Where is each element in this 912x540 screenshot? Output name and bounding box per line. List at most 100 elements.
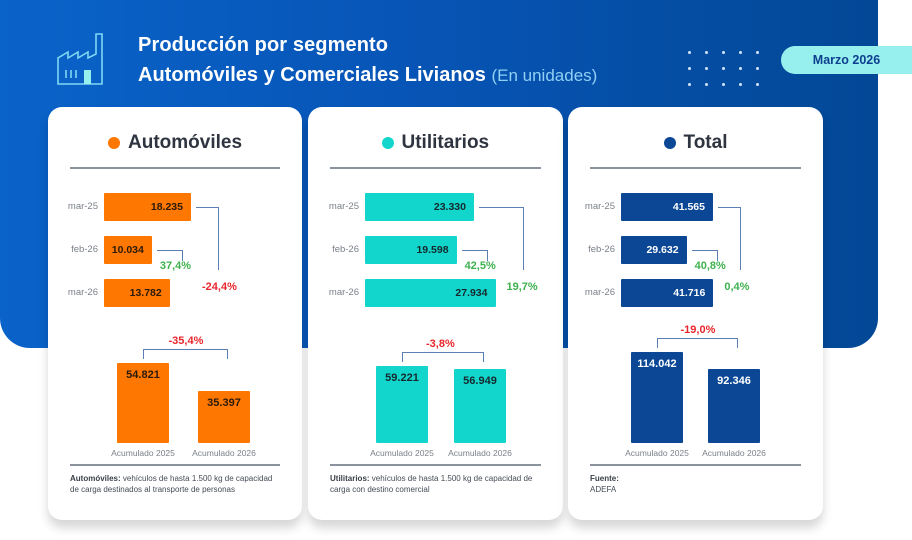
horizontal-bar: 41.565 xyxy=(621,193,713,221)
category-label: mar-25 xyxy=(584,201,615,212)
dot xyxy=(739,67,742,70)
bar-value-label: 19.598 xyxy=(416,244,449,256)
footnote-text: vehículos de hasta 1.500 kg de capacidad… xyxy=(330,474,533,494)
cumulative-change-label: -19,0% xyxy=(680,324,716,336)
bar-value-label: 92.346 xyxy=(717,375,751,388)
page-subtitle: Automóviles y Comerciales Livianos (En u… xyxy=(138,64,597,87)
bar-value-label: 114.042 xyxy=(637,358,677,370)
category-label: feb-26 xyxy=(588,244,615,255)
bar-value-label: 23.330 xyxy=(433,201,466,213)
dot xyxy=(688,51,691,54)
cumulative-change-label: -35,4% xyxy=(168,335,204,347)
horizontal-bar: 10.034 xyxy=(104,236,152,264)
legend-dot-icon xyxy=(108,137,120,149)
footnote-title: Automóviles: xyxy=(70,474,121,483)
category-label: mar-25 xyxy=(328,201,359,212)
category-label: mar-26 xyxy=(67,287,98,298)
card-utilitarios xyxy=(308,107,563,520)
dot xyxy=(739,51,742,54)
period-badge: Marzo 2026 xyxy=(781,46,912,74)
footnote-text: ADEFA xyxy=(590,485,617,494)
change-bracket-long xyxy=(718,207,742,270)
footnote-title: Utilitarios: xyxy=(330,474,370,483)
category-label: mar-26 xyxy=(328,287,359,298)
change-label-long: 19,7% xyxy=(506,281,538,293)
dot xyxy=(705,83,708,86)
footnote: Utilitarios: vehículos de hasta 1.500 kg… xyxy=(330,473,540,495)
card-title: Total xyxy=(663,132,728,154)
cumulative-change-label: -3,8% xyxy=(426,338,455,350)
horizontal-bar: 18.235 xyxy=(104,193,191,221)
bar-value-label: 41.565 xyxy=(672,201,705,213)
x-axis-label: Acumulado 2026 xyxy=(702,448,766,458)
bar-value-label: 29.632 xyxy=(646,244,679,256)
footer-divider xyxy=(330,464,541,466)
footer-divider xyxy=(70,464,280,466)
bar-value-label: 35.397 xyxy=(207,397,241,410)
x-axis-label: Acumulado 2025 xyxy=(111,448,175,458)
category-label: feb-26 xyxy=(332,244,359,255)
page-title: Producción por segmento xyxy=(138,34,389,56)
cumulative-bracket xyxy=(402,352,484,362)
dot xyxy=(739,83,742,86)
change-label-long: 0,4% xyxy=(724,281,750,293)
cumulative-bar: 114.042 xyxy=(631,352,683,443)
card-title: Utilitarios xyxy=(381,132,490,154)
footnote-title: Fuente: xyxy=(590,474,619,483)
dot xyxy=(756,83,759,86)
cumulative-bar: 54.821 xyxy=(117,363,169,443)
legend-dot-icon xyxy=(381,137,394,149)
title-divider xyxy=(70,167,280,169)
change-bracket-long xyxy=(479,207,524,270)
dot xyxy=(722,83,725,86)
x-axis-label: Acumulado 2026 xyxy=(448,448,512,458)
bar-value-label: 41.716 xyxy=(673,287,706,299)
decorative-dots xyxy=(688,51,782,95)
bar-value-label: 54.821 xyxy=(126,369,160,381)
card-title-text: Utilitarios xyxy=(401,132,490,153)
cumulative-bar: 56.949 xyxy=(454,368,506,443)
bar-value-label: 10.034 xyxy=(111,244,144,256)
horizontal-bar: 13.782 xyxy=(104,279,170,307)
subtitle-text: Automóviles y Comerciales Livianos xyxy=(138,64,486,86)
change-label-short: 42,5% xyxy=(464,260,496,272)
cumulative-bar: 35.397 xyxy=(198,391,250,443)
change-bracket-short xyxy=(461,250,488,261)
dot xyxy=(705,67,708,70)
category-label: mar-26 xyxy=(584,287,615,298)
category-label: mar-25 xyxy=(67,201,98,212)
card-title-text: Total xyxy=(683,132,728,153)
title-divider xyxy=(330,167,541,169)
x-axis-label: Acumulado 2025 xyxy=(625,448,689,458)
factory-icon xyxy=(57,33,103,85)
change-bracket-short xyxy=(156,250,183,261)
dot xyxy=(705,51,708,54)
dot xyxy=(688,83,691,86)
footer-divider xyxy=(590,464,801,466)
x-axis-label: Acumulado 2026 xyxy=(192,448,256,458)
change-label-long: -24,4% xyxy=(202,281,237,293)
x-axis-label: Acumulado 2025 xyxy=(370,448,434,458)
category-label: feb-26 xyxy=(71,244,98,255)
dot xyxy=(756,51,759,54)
cumulative-bracket xyxy=(657,338,738,348)
legend-dot-icon xyxy=(663,137,676,149)
card-automoviles xyxy=(48,107,302,520)
change-bracket-short xyxy=(691,250,718,261)
horizontal-bar: 41.716 xyxy=(621,279,714,307)
horizontal-bar: 23.330 xyxy=(365,193,474,221)
change-bracket-long xyxy=(196,207,219,270)
horizontal-bar: 29.632 xyxy=(621,236,687,264)
change-label-short: 40,8% xyxy=(694,260,726,272)
cumulative-bar: 92.346 xyxy=(708,369,760,443)
bar-value-label: 13.782 xyxy=(129,287,162,299)
card-total xyxy=(568,107,823,520)
bar-value-label: 56.949 xyxy=(463,374,497,387)
cumulative-bar: 59.221 xyxy=(376,366,428,443)
dot xyxy=(722,67,725,70)
horizontal-bar: 19.598 xyxy=(365,236,457,264)
bar-value-label: 59.221 xyxy=(385,372,419,384)
cumulative-bracket xyxy=(143,349,228,359)
title-divider xyxy=(590,167,801,169)
dot xyxy=(688,67,691,70)
